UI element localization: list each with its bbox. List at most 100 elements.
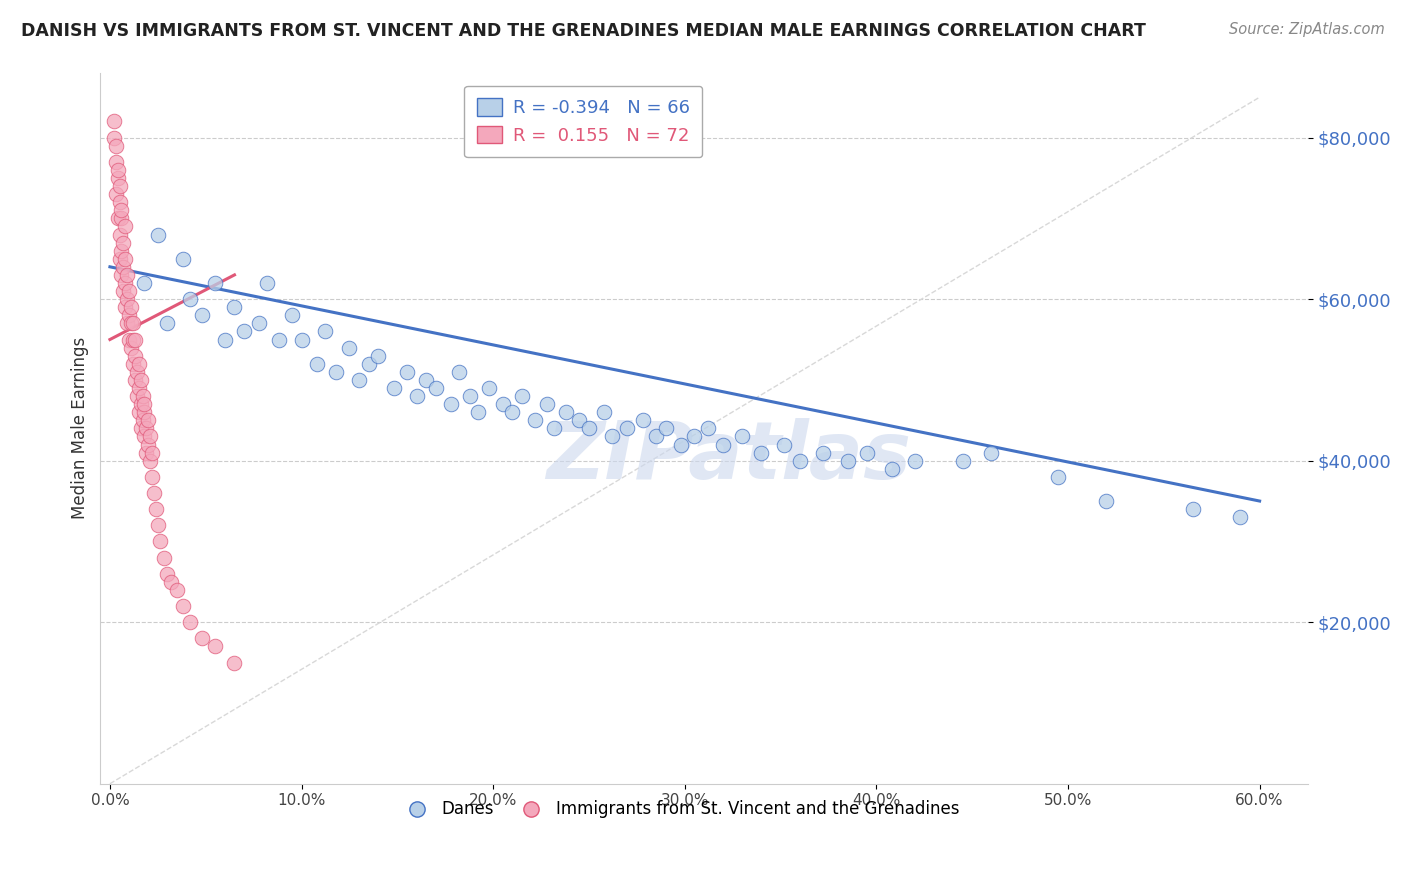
- Point: [837, 453, 859, 467]
- Point: [751, 445, 773, 459]
- Point: [129, 373, 152, 387]
- Point: [103, 114, 125, 128]
- Point: [440, 397, 463, 411]
- Point: [555, 405, 578, 419]
- Point: [172, 599, 194, 613]
- Point: [122, 317, 145, 331]
- Point: [141, 470, 163, 484]
- Point: [367, 349, 389, 363]
- Point: [904, 453, 927, 467]
- Point: [108, 227, 131, 242]
- Point: [124, 349, 146, 363]
- Point: [122, 333, 145, 347]
- Point: [103, 130, 125, 145]
- Point: [1047, 470, 1070, 484]
- Point: [139, 429, 162, 443]
- Point: [120, 300, 142, 314]
- Point: [115, 268, 138, 282]
- Point: [160, 574, 183, 589]
- Point: [467, 405, 489, 419]
- Text: Source: ZipAtlas.com: Source: ZipAtlas.com: [1229, 22, 1385, 37]
- Point: [146, 227, 169, 242]
- Point: [711, 437, 734, 451]
- Text: DANISH VS IMMIGRANTS FROM ST. VINCENT AND THE GRENADINES MEDIAN MALE EARNINGS CO: DANISH VS IMMIGRANTS FROM ST. VINCENT AN…: [21, 22, 1146, 40]
- Point: [425, 381, 447, 395]
- Point: [447, 365, 470, 379]
- Point: [357, 357, 380, 371]
- Point: [247, 317, 270, 331]
- Point: [811, 445, 834, 459]
- Point: [616, 421, 638, 435]
- Point: [143, 486, 166, 500]
- Point: [120, 341, 142, 355]
- Point: [124, 373, 146, 387]
- Point: [789, 453, 811, 467]
- Point: [141, 445, 163, 459]
- Point: [492, 397, 515, 411]
- Point: [118, 284, 141, 298]
- Point: [224, 300, 246, 314]
- Point: [149, 534, 172, 549]
- Point: [696, 421, 718, 435]
- Point: [952, 453, 974, 467]
- Point: [179, 615, 201, 630]
- Point: [128, 405, 150, 419]
- Y-axis label: Median Male Earnings: Median Male Earnings: [72, 337, 89, 519]
- Point: [136, 413, 159, 427]
- Point: [124, 333, 146, 347]
- Point: [478, 381, 501, 395]
- Point: [773, 437, 796, 451]
- Point: [600, 429, 623, 443]
- Point: [593, 405, 616, 419]
- Point: [129, 421, 152, 435]
- Point: [654, 421, 676, 435]
- Point: [856, 445, 879, 459]
- Point: [224, 656, 246, 670]
- Point: [669, 437, 692, 451]
- Point: [156, 566, 179, 581]
- Point: [347, 373, 370, 387]
- Point: [104, 138, 127, 153]
- Point: [112, 235, 135, 250]
- Point: [204, 640, 226, 654]
- Point: [172, 252, 194, 266]
- Point: [104, 154, 127, 169]
- Point: [233, 325, 256, 339]
- Point: [568, 413, 591, 427]
- Point: [114, 300, 136, 314]
- Point: [114, 252, 136, 266]
- Point: [214, 333, 236, 347]
- Point: [128, 357, 150, 371]
- Text: ZIPatlas: ZIPatlas: [546, 417, 911, 496]
- Point: [645, 429, 668, 443]
- Point: [314, 325, 336, 339]
- Point: [131, 413, 153, 427]
- Point: [1181, 502, 1204, 516]
- Point: [156, 317, 179, 331]
- Point: [510, 389, 533, 403]
- Point: [191, 632, 214, 646]
- Point: [122, 357, 145, 371]
- Point: [382, 381, 405, 395]
- Point: [524, 413, 547, 427]
- Point: [107, 171, 129, 186]
- Point: [128, 381, 150, 395]
- Point: [110, 203, 132, 218]
- Point: [135, 445, 157, 459]
- Point: [110, 244, 132, 258]
- Point: [125, 389, 148, 403]
- Point: [134, 276, 156, 290]
- Point: [395, 365, 418, 379]
- Point: [325, 365, 347, 379]
- Point: [204, 276, 226, 290]
- Point: [136, 437, 159, 451]
- Point: [880, 461, 903, 475]
- Point: [110, 268, 132, 282]
- Point: [114, 276, 136, 290]
- Point: [115, 317, 138, 331]
- Point: [543, 421, 565, 435]
- Point: [458, 389, 481, 403]
- Point: [191, 308, 214, 322]
- Point: [134, 429, 156, 443]
- Point: [281, 308, 304, 322]
